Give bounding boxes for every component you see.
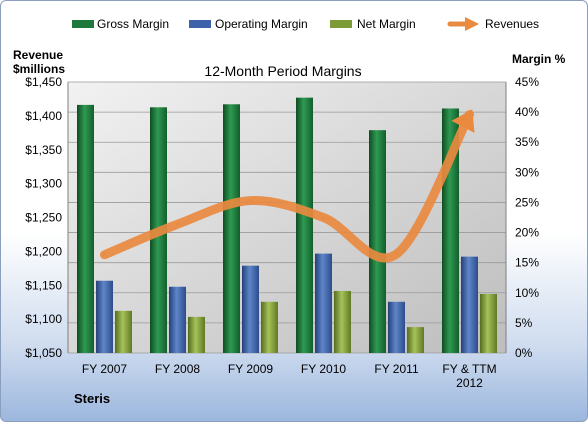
x-tick-label: 2012 xyxy=(456,376,483,390)
revenue-line xyxy=(100,109,475,263)
operating-margin-bar xyxy=(96,280,113,353)
right-tick-label: 5% xyxy=(515,316,533,330)
right-tick-label: 30% xyxy=(515,165,539,179)
right-tick-label: 45% xyxy=(515,75,539,89)
right-tick-label: 40% xyxy=(515,105,539,119)
left-axis-title-line-1: Revenue xyxy=(13,48,63,62)
net-margin-bar xyxy=(334,290,351,353)
operating-margin-bar xyxy=(388,301,405,353)
right-axis-ticks: 0% 5% 10% 15% 20% 25% 30% 35% 40% 45% xyxy=(515,75,539,360)
x-tick-label: FY 2007 xyxy=(82,362,127,376)
left-axis-title-line-2: $millions xyxy=(13,62,65,76)
gross-margin-bar xyxy=(296,97,313,353)
revenues-point xyxy=(176,222,179,226)
net-margin-bar xyxy=(407,327,424,353)
right-tick-label: 10% xyxy=(515,286,539,300)
legend-swatch-gross-margin xyxy=(72,20,94,28)
revenues-point xyxy=(468,113,471,117)
gross-margin-bar xyxy=(77,104,94,353)
revenues-point xyxy=(395,252,398,256)
right-tick-label: 15% xyxy=(515,256,539,270)
left-tick-label: $1,300 xyxy=(25,177,62,191)
operating-margin-bar xyxy=(169,286,186,353)
right-tick-label: 0% xyxy=(515,346,533,360)
legend-label-gross-margin: Gross Margin xyxy=(97,17,169,31)
revenues-point xyxy=(322,216,325,219)
right-tick-label: 25% xyxy=(515,195,539,209)
legend: Gross Margin Operating Margin Net Margin… xyxy=(72,17,539,31)
net-margin-bar xyxy=(188,316,205,353)
legend-swatch-net-margin xyxy=(330,20,352,28)
operating-margin-bar xyxy=(242,265,259,353)
right-tick-label: 20% xyxy=(515,226,539,240)
x-tick-label: FY 2011 xyxy=(374,362,419,376)
operating-margin-bar xyxy=(461,256,478,353)
left-tick-label: $1,350 xyxy=(25,143,62,157)
net-margin-bar xyxy=(261,301,278,353)
x-tick-label: FY & TTM xyxy=(442,362,496,376)
company-label: Steris xyxy=(74,391,110,406)
net-margin-bar xyxy=(480,293,497,353)
x-tick-label: FY 2009 xyxy=(228,362,273,376)
legend-label-net-margin: Net Margin xyxy=(357,17,416,31)
legend-swatch-operating-margin xyxy=(189,20,211,28)
revenues-point xyxy=(249,199,252,203)
x-axis-ticks: FY 2007 FY 2008 FY 2009 FY 2010 FY 2011 FY & … xyxy=(82,362,497,390)
gridlines xyxy=(67,81,507,354)
gross-margin-bar xyxy=(369,130,386,353)
left-tick-label: $1,250 xyxy=(25,211,62,225)
left-axis-ticks: $1,050 $1,100 $1,150 $1,200 $1,250 $1,300 $1,3… xyxy=(25,75,62,360)
x-tick-label: FY 2010 xyxy=(301,362,346,376)
gross-margin-bar xyxy=(223,104,240,353)
net-margin-bar xyxy=(115,310,132,353)
legend-arrow-revenues xyxy=(465,17,479,31)
revenues-point xyxy=(103,253,106,257)
bars xyxy=(77,97,497,354)
right-axis-title: Margin % xyxy=(512,52,566,66)
left-tick-label: $1,150 xyxy=(25,278,62,292)
left-tick-label: $1,050 xyxy=(25,346,62,360)
legend-label-operating-margin: Operating Margin xyxy=(215,17,308,31)
right-tick-label: 35% xyxy=(515,135,539,149)
left-tick-label: $1,400 xyxy=(25,109,62,123)
operating-margin-bar xyxy=(315,253,332,353)
plot-area xyxy=(68,82,506,353)
x-tick-label: FY 2008 xyxy=(155,362,200,376)
left-tick-label: $1,200 xyxy=(25,244,62,258)
left-tick-label: $1,100 xyxy=(25,312,62,326)
legend-label-revenues: Revenues xyxy=(485,17,539,31)
left-tick-label: $1,450 xyxy=(25,75,62,89)
chart-title: 12-Month Period Margins xyxy=(204,63,361,79)
